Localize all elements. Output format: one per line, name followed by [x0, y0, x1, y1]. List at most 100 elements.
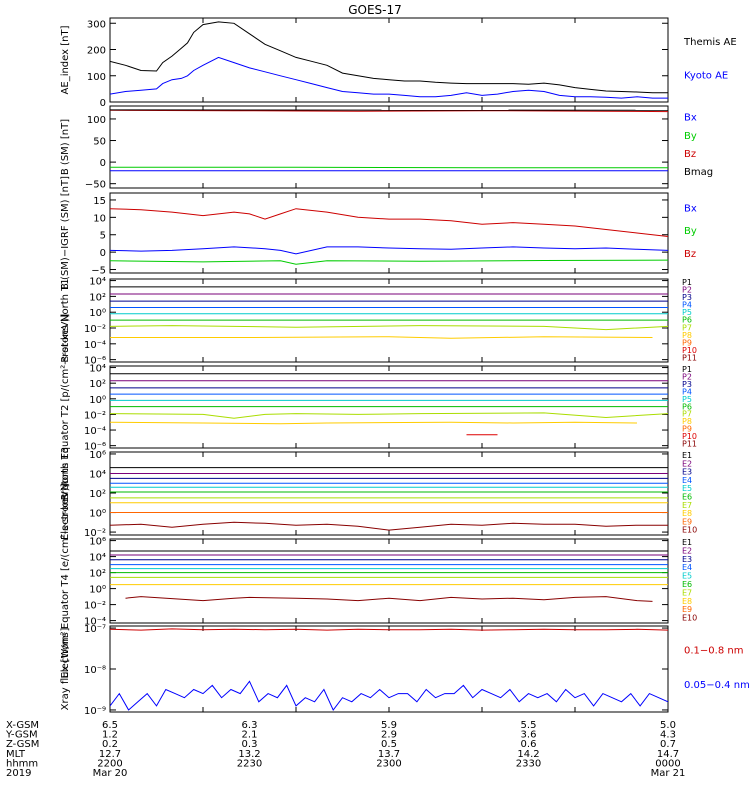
panel-bsm: 100 50 0 −50 B (SM) [nT] Bx By Bz Bmag: [60, 105, 713, 191]
x-row-value: 0.5: [381, 739, 397, 750]
x-row-label: MLT: [6, 749, 26, 760]
series-group: [110, 208, 668, 265]
y-tick-label: 10⁻⁶: [84, 356, 106, 367]
legend-label: P9: [682, 338, 692, 347]
panel-p_t2: 10⁴ 10² 10⁰ 10⁻² 10⁻⁴ 10⁻⁶ Protons Equator T2 …: [60, 314, 697, 501]
legend-label: P11: [682, 353, 697, 362]
series-group: [110, 628, 668, 711]
legend-label: P8: [682, 331, 692, 340]
y-tick-label: 0: [100, 98, 106, 109]
y-tick-label: 0: [100, 248, 106, 259]
y-tick-label: 10⁰: [89, 395, 106, 406]
y-tick-label: 10⁰: [89, 509, 106, 520]
x-row-value: 5.9: [381, 720, 397, 731]
series-line-kyoto-ae: [110, 56, 668, 99]
legend-label: P10: [682, 432, 697, 441]
legend-label: E3: [682, 468, 692, 477]
legend-label: E7: [682, 588, 692, 597]
series-line-themis-ae: [110, 21, 668, 94]
figure-title: GOES-17: [348, 3, 402, 17]
legend-label: E9: [682, 517, 692, 526]
legend-label: P2: [682, 372, 692, 381]
panel-frame: [109, 625, 669, 713]
legend-label: 0.1−0.8 nm: [684, 646, 743, 657]
y-tick-label: 15: [93, 196, 106, 207]
x-row-value: 13.2: [238, 749, 260, 760]
y-tick-label: 10⁶: [89, 537, 106, 548]
panel-frame: [109, 105, 669, 189]
panel-e_t4: 10⁶ 10⁴ 10² 10⁰ 10⁻² 10⁻⁴ Electrons Equator T4…: [60, 483, 697, 678]
series-group: [110, 550, 668, 602]
legend-label: P6: [682, 402, 692, 411]
panel-frame: [109, 538, 669, 624]
y-axis-label: Xray flux [W/m²]: [60, 628, 71, 711]
series-line-bz: [110, 109, 668, 113]
y-axis-label: Protons Equator T2 [p/(cm²-s-sr-keV)]: [60, 314, 71, 501]
x-row-value: 6.5: [102, 720, 118, 731]
x-row-value: 2.9: [381, 730, 397, 741]
legend-label: Bz: [684, 149, 696, 160]
legend-label: Kyoto AE: [684, 70, 728, 81]
x-row-value: 2.1: [242, 730, 258, 741]
y-tick-label: 100: [87, 72, 106, 83]
y-tick-label: 10⁻²: [84, 410, 106, 421]
legend-label: P6: [682, 316, 692, 325]
y-tick-label: 50: [93, 137, 106, 148]
y-tick-label: 10⁻⁴: [84, 617, 106, 628]
series-line-p7: [110, 412, 668, 419]
y-tick-label: 100: [87, 115, 106, 126]
y-tick-label: 10⁶: [89, 450, 106, 461]
x-row-value: Mar 21: [651, 768, 686, 779]
series-line-p7: [110, 325, 668, 331]
legend-label: E4: [682, 476, 692, 485]
legend-label: Themis AE: [683, 37, 737, 48]
y-tick-label: 10²: [89, 379, 106, 390]
series-line-p8: [110, 421, 638, 425]
x-row-value: 5.5: [521, 720, 537, 731]
panel-e_t3: 10⁶ 10⁴ 10² 10⁰ 10⁻² Electrons North T3 E1E2E3…: [60, 447, 697, 540]
series-line-0-1-0-8-nm: [110, 628, 668, 631]
legend-label: E10: [682, 526, 697, 535]
legend-label: E10: [682, 614, 697, 623]
x-row-value: 12.7: [99, 749, 121, 760]
y-axis-label: AE_index [nT]: [60, 25, 71, 94]
legend-label: P1: [682, 365, 692, 374]
series-line-e10: [110, 521, 668, 531]
series-line-by: [110, 259, 668, 265]
y-tick-label: 10²: [89, 292, 106, 303]
y-axis-label: Protons North T1: [60, 278, 71, 362]
x-row-label: X-GSM: [6, 720, 39, 731]
y-tick-label: 10⁻⁶: [84, 442, 106, 453]
x-row-value: 6.3: [242, 720, 258, 731]
y-tick-label: −50: [85, 180, 106, 191]
legend-label: P10: [682, 346, 697, 355]
x-row-label: 2019: [6, 768, 31, 779]
legend-label: E8: [682, 597, 692, 606]
y-tick-label: 10⁻⁸: [84, 665, 106, 676]
y-tick-label: 10⁰: [89, 585, 106, 596]
legend-label: E8: [682, 509, 692, 518]
legend-label: P4: [682, 301, 692, 310]
y-tick-label: 200: [87, 46, 106, 57]
x-row-value: 5.0: [660, 720, 676, 731]
series-group: [110, 21, 668, 99]
y-tick-label: 10⁻⁷: [84, 624, 106, 635]
legend-label: P1: [682, 278, 692, 287]
series-group: [110, 467, 668, 531]
x-row-label: Z-GSM: [6, 739, 39, 750]
x-row-value: Mar 20: [93, 768, 128, 779]
x-row-label: hhmm: [6, 758, 38, 769]
x-row-value: 0.2: [102, 739, 118, 750]
panel-bdiff: 15 10 5 0 −5 B (SM)−IGRF (SM) [nT] Bx By Bz: [60, 176, 697, 290]
legend-label: Bz: [684, 249, 696, 260]
x-row-value: 0000: [655, 758, 680, 769]
legend-label: P5: [682, 308, 692, 317]
y-tick-label: 10⁻⁹: [84, 706, 106, 717]
series-line-bz: [110, 208, 668, 237]
legend-label: P8: [682, 417, 692, 426]
legend-label: E1: [682, 538, 692, 547]
x-row-value: 0.6: [521, 739, 537, 750]
